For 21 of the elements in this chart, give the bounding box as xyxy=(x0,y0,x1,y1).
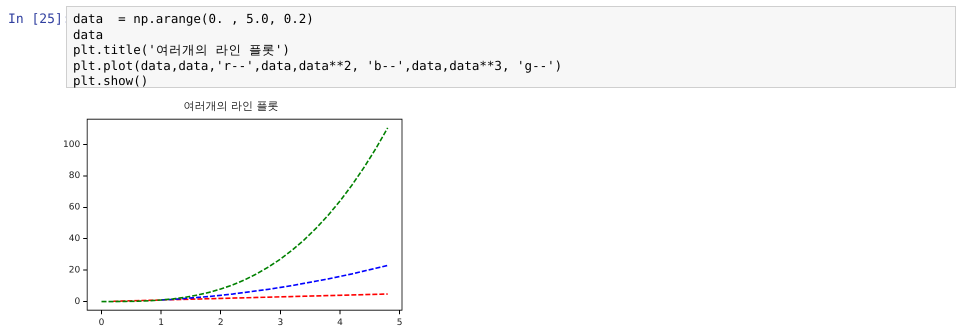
x-tick-label: 2 xyxy=(218,318,224,328)
y-tick-label: 20 xyxy=(68,265,80,276)
chart-title: 여러개의 라인 플롯 xyxy=(184,99,278,112)
x-tick-label: 4 xyxy=(337,318,344,328)
text: data xyxy=(73,26,104,42)
x-tick-label: 3 xyxy=(277,318,284,328)
y-tick-label: 100 xyxy=(62,140,80,150)
y-tick-label: 80 xyxy=(68,171,80,182)
x-tick-label: 5 xyxy=(396,318,402,328)
text: plt.plot(data,data,'r--',data,data**2, 'b--',data,data**3, 'g--') xyxy=(73,58,564,73)
x-tick-label: 0 xyxy=(98,318,105,328)
y-tick-label: 0 xyxy=(74,296,80,307)
line-series xyxy=(112,293,388,302)
line-series xyxy=(160,264,388,301)
text: data = np.arange(0. , 5.0, 0.2) xyxy=(73,11,315,26)
y-tick-label: 40 xyxy=(68,234,80,244)
y-tick-label: 60 xyxy=(68,202,80,213)
x-tick-label: 1 xyxy=(158,318,164,328)
text: plt.title('여러개의 라인 플롯') xyxy=(73,42,291,58)
text: plt.show() xyxy=(73,73,150,88)
line-series xyxy=(100,127,388,302)
